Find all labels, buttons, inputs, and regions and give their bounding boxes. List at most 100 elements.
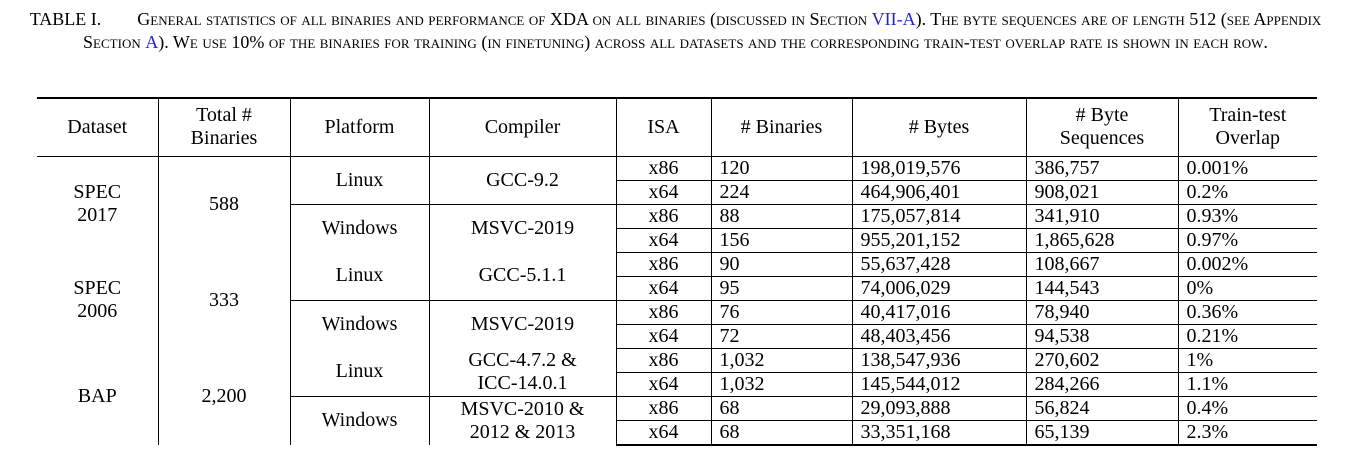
table-row: x64 156 955,201,152 1,865,628 0.97% (37, 227, 1317, 253)
isa-cell: x64 (616, 227, 712, 253)
overlap-cell: 0.2% (1178, 179, 1317, 204)
byte-sequences-cell: 65,139 (1026, 419, 1179, 446)
bytes-cell: 198,019,576 (852, 156, 1027, 180)
header-bytes: # Bytes (852, 98, 1027, 157)
overlap-cell: 0.93% (1178, 203, 1317, 228)
bytes-cell: 48,403,456 (852, 323, 1027, 349)
dataset-cell: SPEC 2017 (37, 156, 159, 252)
isa-cell: x86 (616, 348, 712, 372)
byte-sequences-cell: 108,667 (1026, 252, 1179, 276)
overlap-cell: 0.002% (1186, 252, 1249, 275)
byte-sequences-cell: 270,602 (1026, 348, 1179, 372)
header-compiler: Compiler (429, 98, 617, 157)
binaries-cell: 120 (711, 156, 853, 180)
compiler-cell: GCC-5.1.1 (429, 252, 617, 301)
table-row: SPEC 2017 588 Linux GCC-9.2 x86 120 198,019,576… (37, 156, 1317, 252)
byte-sequences-cell: 1,865,628 (1026, 227, 1179, 253)
bytes-cell: 74,006,029 (852, 275, 1027, 300)
binaries-cell: 1,032 (711, 348, 853, 372)
table-row: Windows MSVC-2019 x86 76 40,417,016 78,940 0.3… (37, 299, 1317, 348)
bytes-cell: 55,637,428 (852, 252, 1027, 276)
byte-sequences-cell: 341,910 (1026, 203, 1179, 228)
binaries-cell: 68 (711, 395, 853, 420)
platform-cell: Linux (290, 156, 430, 205)
table-label: TABLE I. (29, 9, 102, 29)
bytes-cell: 955,201,152 (852, 227, 1027, 253)
total-binaries-cell: 333 (158, 252, 291, 348)
dataset-cell: BAP (37, 348, 159, 445)
overlap-cell: 0% (1178, 275, 1317, 300)
bytes-cell: 175,057,814 (852, 203, 1027, 228)
platform-cell: Linux (290, 252, 430, 301)
header-row: Dataset Total # Binaries Platform Compile… (37, 98, 1317, 157)
table-row: x64 72 48,403,456 94,538 0.21% (37, 323, 1317, 349)
byte-sequences-cell: 144,543 (1026, 275, 1179, 300)
binaries-cell: 156 (711, 227, 853, 253)
table-body: SPEC 2017 588 Linux GCC-9.2 x86 120 198,019,576… (37, 156, 1317, 446)
overlap-cell: 0.4% (1178, 395, 1317, 420)
statistics-table: Dataset Total # Binaries Platform Compile… (37, 97, 1317, 446)
bytes-cell: 29,093,888 (852, 395, 1027, 420)
caption-text-a: General statistics of all binaries and p… (137, 9, 872, 29)
table-row: x64 1,032 145,544,012 284,266 1.1% (37, 371, 1317, 396)
header-train-test-overlap: Train-test Overlap (1178, 98, 1317, 157)
isa-cell: x86 (616, 252, 712, 276)
table-row: Windows MSVC-2019 x86 88 175,057,814 341,910 0… (37, 203, 1317, 252)
overlap-cell: 2.3% (1178, 419, 1317, 446)
section-ref-link[interactable]: VII-A (871, 9, 916, 29)
appendix-ref-link[interactable]: A (145, 32, 159, 52)
table-row: x64 95 74,006,029 144,543 0% (37, 275, 1317, 300)
bytes-cell: 33,351,168 (852, 419, 1027, 446)
byte-sequences-cell: 94,538 (1026, 323, 1179, 349)
header-isa: ISA (616, 98, 712, 157)
compiler-cell: GCC-9.2 (429, 156, 617, 205)
isa-cell: x64 (616, 179, 712, 204)
overlap-cell: 1% (1186, 348, 1214, 371)
byte-sequences-cell: 386,757 (1026, 156, 1179, 180)
binaries-cell: 72 (711, 323, 853, 349)
table-row: x64 224 464,906,401 908,021 0.2% (37, 179, 1317, 204)
isa-cell: x86 (616, 395, 712, 420)
binaries-cell: 1,032 (711, 371, 853, 396)
binaries-cell: 224 (711, 179, 853, 204)
total-binaries-cell: 2,200 (158, 348, 291, 445)
binaries-cell: 76 (711, 299, 853, 324)
binaries-cell: 88 (711, 203, 853, 228)
isa-cell: x64 (616, 419, 712, 446)
caption-text-b: ). The byte sequences are of length 512 … (83, 9, 1322, 52)
isa-cell: x64 (616, 323, 712, 349)
dataset-cell: SPEC 2006 (37, 252, 159, 348)
byte-sequences-cell: 908,021 (1026, 179, 1179, 204)
overlap-cell: 1.1% (1178, 371, 1317, 396)
compiler-cell: MSVC-2019 (429, 204, 617, 252)
binaries-cell: 90 (711, 252, 853, 276)
caption-text-c: ). We use 10% of the binaries for traini… (158, 32, 1268, 52)
isa-cell: x86 (616, 156, 712, 180)
header-dataset: Dataset (37, 98, 159, 157)
platform-cell: Windows (290, 396, 430, 445)
binaries-cell: 68 (711, 419, 853, 446)
overlap-cell: 0.21% (1178, 323, 1317, 349)
table-row: SPEC 2006 333 Linux GCC-5.1.1 x86 90 55,637,428… (37, 252, 1317, 348)
byte-sequences-cell: 284,266 (1026, 371, 1179, 396)
bytes-cell: 145,544,012 (852, 371, 1027, 396)
compiler-cell: MSVC-2010 & 2012 & 2013 (429, 396, 617, 445)
overlap-cell: 0.36% (1178, 299, 1317, 324)
isa-cell: x86 (616, 203, 712, 228)
header-total-binaries: Total # Binaries (158, 98, 291, 157)
header-binaries: # Binaries (711, 98, 853, 157)
compiler-cell: GCC-4.7.2 & ICC-14.0.1 (429, 348, 617, 397)
isa-cell: x64 (616, 275, 712, 300)
bytes-cell: 40,417,016 (852, 299, 1027, 324)
header-platform: Platform (290, 98, 430, 157)
binaries-cell: 95 (711, 275, 853, 300)
overlap-cell: 0.001% (1186, 156, 1249, 179)
compiler-cell: MSVC-2019 (429, 300, 617, 348)
bytes-cell: 464,906,401 (852, 179, 1027, 204)
overlap-cell: 0.97% (1178, 227, 1317, 253)
total-binaries-cell: 588 (158, 156, 291, 252)
isa-cell: x86 (616, 299, 712, 324)
platform-cell: Linux (290, 348, 430, 397)
header-byte-sequences: # Byte Sequences (1026, 98, 1179, 157)
table-row: Windows MSVC-2010 & 2012 & 2013 x86 68 29,093… (37, 395, 1317, 445)
